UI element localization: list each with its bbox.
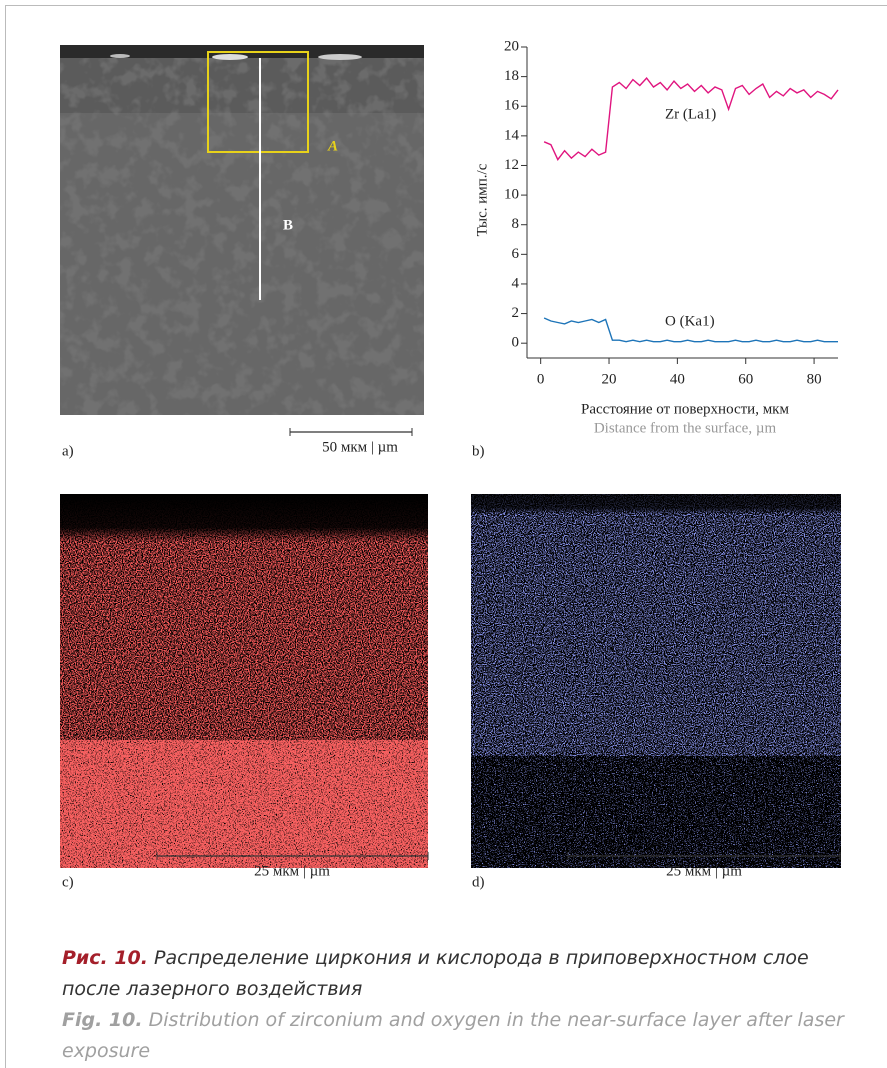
y-tick-label: 14 bbox=[504, 127, 520, 143]
x-axis-label-en: Distance from the surface, µm bbox=[594, 420, 777, 436]
y-tick-label: 2 bbox=[512, 305, 520, 321]
scale-bar-label: 50 мкм | µm bbox=[322, 439, 398, 455]
series-label: O (Ka1) bbox=[665, 313, 715, 329]
x-tick-label: 80 bbox=[807, 371, 822, 387]
y-tick-label: 6 bbox=[512, 246, 520, 262]
x-tick-label: 20 bbox=[602, 371, 617, 387]
series-line bbox=[543, 317, 838, 343]
x-tick-label: 60 bbox=[738, 371, 753, 387]
scale-bar-label: 25 мкм | µm bbox=[666, 863, 742, 879]
y-tick-label: 4 bbox=[512, 275, 520, 291]
panel-label: c) bbox=[62, 874, 74, 890]
caption-text: Distribution of zirconium and oxygen in … bbox=[62, 1009, 844, 1062]
region-label: A bbox=[327, 138, 338, 154]
y-tick-label: 8 bbox=[512, 216, 520, 232]
y-tick-label: 12 bbox=[504, 157, 519, 173]
x-axis-label: Расстояние от поверхности, мкм bbox=[581, 401, 789, 417]
caption-label: Рис. 10. bbox=[62, 947, 148, 969]
y-tick-label: 20 bbox=[504, 38, 519, 54]
y-tick-label: 16 bbox=[504, 98, 520, 114]
line-chart: 0 2 4 6 8 10 12 14 16 18 20 0 20 40 60 80 Тыс. имп./с Рас… bbox=[474, 38, 839, 436]
panel-label: d) bbox=[472, 874, 485, 890]
y-tick-label: 18 bbox=[504, 68, 519, 84]
y-tick-label: 0 bbox=[512, 335, 520, 351]
caption-label: Fig. 10. bbox=[62, 1009, 143, 1031]
caption: Рис. 10. Распределение циркония и кислор… bbox=[62, 943, 862, 1067]
panel-label: a) bbox=[62, 443, 74, 459]
zr-map bbox=[60, 494, 428, 868]
frame bbox=[5, 5, 887, 1068]
y-axis-label: Тыс. имп./с bbox=[474, 163, 490, 236]
panel-label: b) bbox=[472, 443, 485, 459]
series-label: Zr (La1) bbox=[665, 106, 716, 122]
y-tick-label: 10 bbox=[504, 187, 519, 203]
series-line bbox=[543, 77, 839, 161]
sem-image bbox=[60, 45, 424, 415]
x-tick-label: 40 bbox=[670, 371, 685, 387]
scale-bar-label: 25 мкм | µm bbox=[254, 863, 330, 879]
o-map bbox=[471, 494, 841, 868]
figure: A B 50 мкм | µm a) 0 2 4 6 8 10 12 14 16 18 20 0 20 4… bbox=[60, 38, 841, 890]
caption-text: Распределение циркония и кислорода в при… bbox=[62, 947, 809, 1000]
caption-ru: Рис. 10. Распределение циркония и кислор… bbox=[62, 943, 862, 1005]
caption-en: Fig. 10. Distribution of zirconium and o… bbox=[62, 1005, 862, 1067]
x-tick-label: 0 bbox=[537, 371, 545, 387]
line-label: B bbox=[283, 217, 293, 233]
